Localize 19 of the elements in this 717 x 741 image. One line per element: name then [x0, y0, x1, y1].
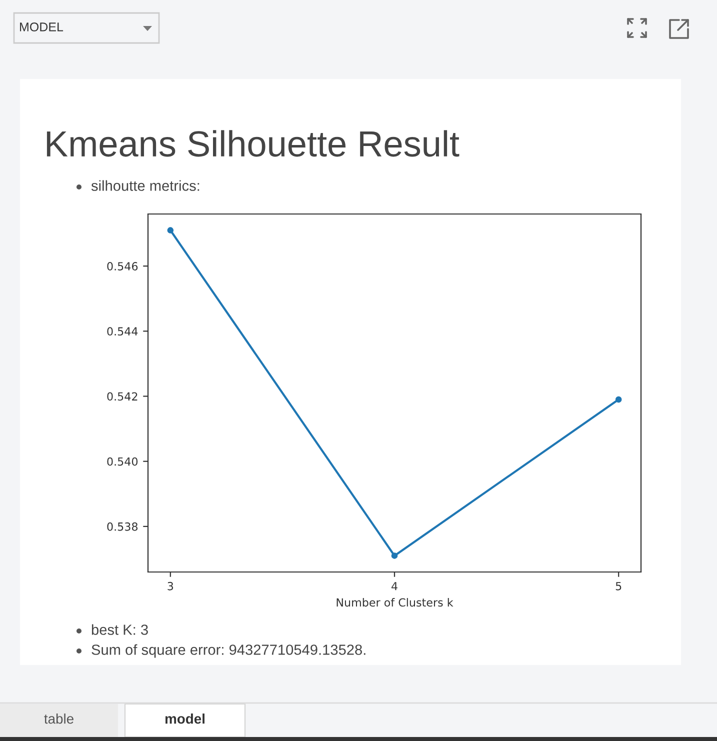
point: [615, 396, 622, 403]
y-tick-label: 0.540: [107, 457, 138, 466]
chart-subtitle: silhoutte metrics:: [91, 180, 200, 191]
x-axis-title: Number of Clusters k: [336, 598, 454, 607]
chart-title: Kmeans Silhouette Result: [46, 130, 460, 157]
y-tick-label: 0.538: [107, 522, 138, 531]
point: [391, 552, 398, 559]
point: [167, 227, 174, 234]
x-tick-label: 4: [392, 582, 398, 590]
text: MODEL: [20, 22, 64, 32]
text: Sum of square error: 94327710549.13528.: [92, 644, 366, 658]
text: best K: 3: [92, 624, 148, 635]
x-tick-label: 5: [616, 582, 622, 590]
y-tick-label: 0.544: [107, 327, 138, 336]
y-tick-label: 0.546: [107, 262, 138, 270]
x-tick-label: 3: [168, 582, 174, 590]
text: model: [165, 714, 204, 724]
text: table: [44, 714, 74, 724]
y-tick-label: 0.542: [107, 392, 138, 401]
